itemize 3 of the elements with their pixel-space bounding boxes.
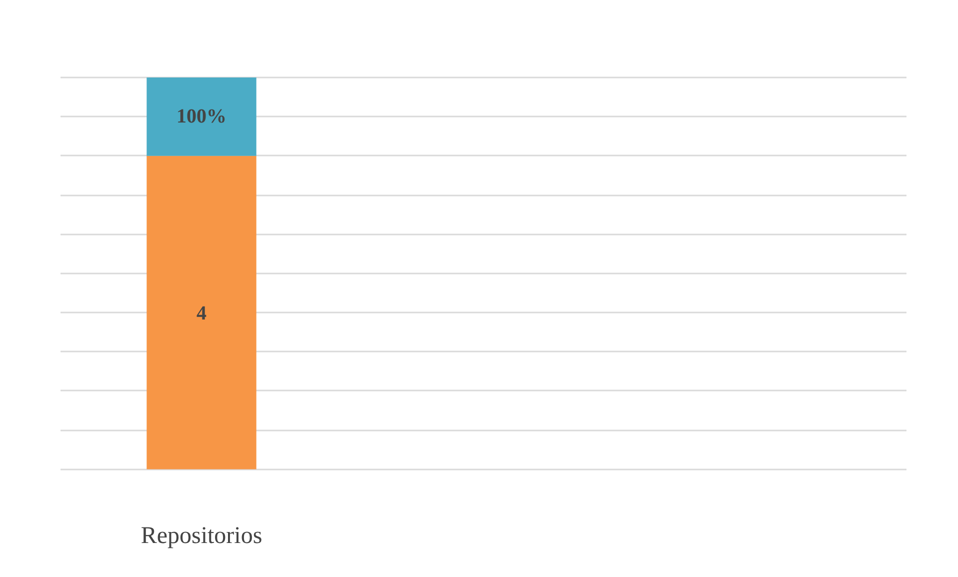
data-label: 4 — [196, 302, 206, 325]
data-label: 100% — [176, 106, 226, 128]
x-tick-label: Repositorios — [140, 522, 262, 549]
